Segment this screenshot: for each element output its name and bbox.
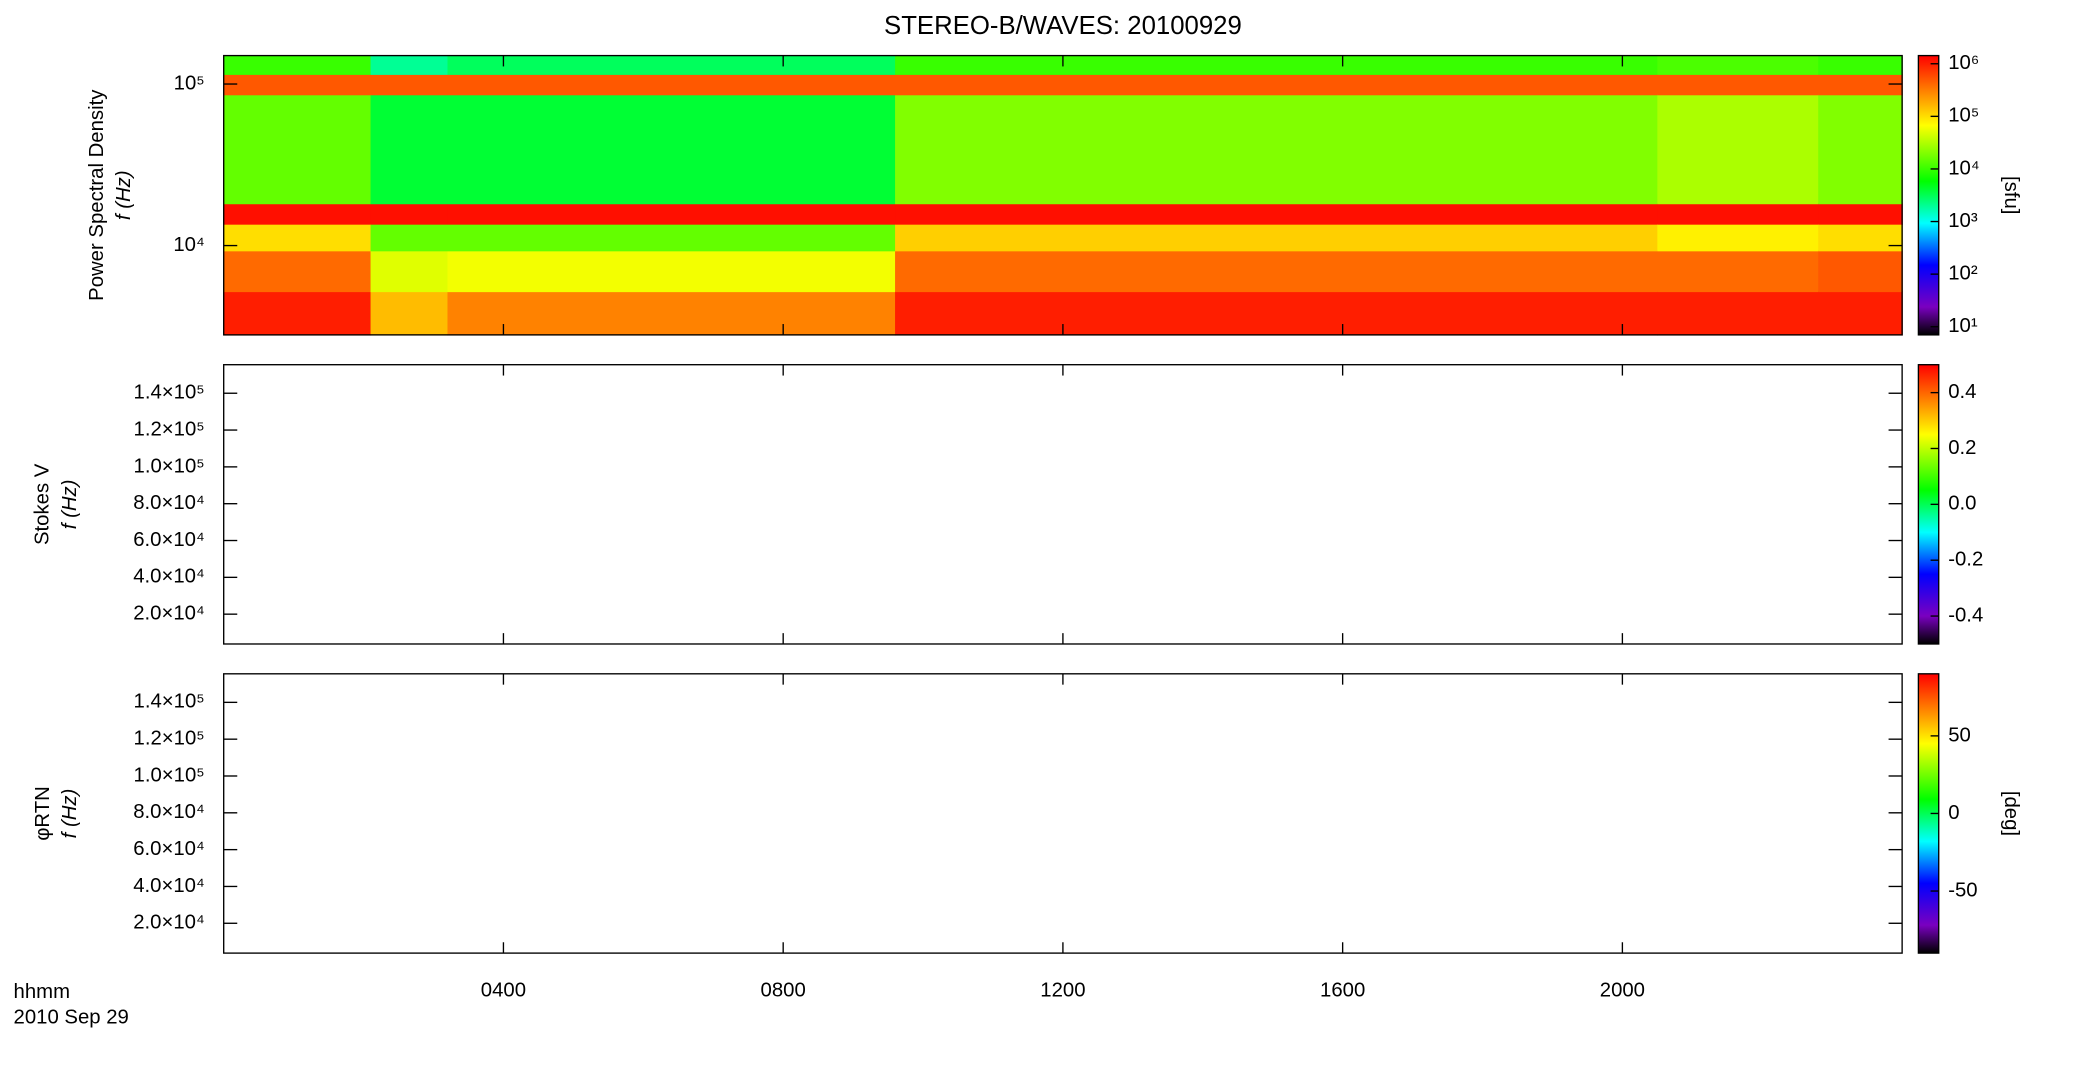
heatmap-cell [1657,74,1819,96]
colorbar-label: [sfu] [2000,176,2022,214]
heatmap-cell [447,74,896,96]
heatmap-cell [895,55,1659,75]
heatmap-cell [1657,250,1819,293]
y-tick-label: 4.0×10⁴ [133,566,204,588]
y-tick-label: 10⁴ [173,234,204,256]
heatmap-cell [223,94,372,205]
colorbar-tick-label: -50 [1948,879,1977,901]
heatmap-cell [895,74,1659,96]
heatmap-cell [370,223,449,252]
heatmap-cell [223,74,372,96]
heatmap-cell [447,291,896,336]
heatmap-cell [1657,291,1819,336]
x-tick-label: 2000 [1600,979,1645,1001]
colorbar-label: [deg] [2000,791,2022,836]
heatmap-cell [223,203,372,225]
colorbar-tick-label: -0.2 [1948,549,1983,571]
heatmap-cell [370,291,449,336]
heatmap-cell [895,94,1659,205]
y-tick-label: 4.0×10⁴ [133,875,204,897]
heatmap-cell [895,291,1659,336]
colorbar-tick-label: -0.4 [1948,604,1983,626]
heatmap-cell [1818,55,1903,75]
heatmap-cell [370,250,449,293]
x-tick-label: 1200 [1040,979,1085,1001]
y-axis-label: Power Spectral Density [86,89,108,301]
heatmap-cell [223,55,372,75]
colorbar-tick-label: 10⁶ [1948,52,1979,74]
heatmap-cell [223,250,372,293]
heatmap-cell [370,203,449,225]
heatmap-cell [447,250,896,293]
y-axis-label: φRTN [32,786,54,841]
heatmap-cell [370,74,449,96]
colorbar-tick-label: 10³ [1948,210,1978,232]
y-tick-label: 2.0×10⁴ [133,603,204,625]
y-tick-label: 1.2×10⁵ [134,418,205,440]
colorbar-tick-label: 0.0 [1948,493,1976,515]
heatmap-cell [895,250,1659,293]
heatmap-cell [895,203,1659,225]
y-tick-label: 1.4×10⁵ [134,691,205,713]
y-axis-label: f (Hz) [59,789,81,839]
y-tick-label: 8.0×10⁴ [133,492,204,514]
y-axis-label: f (Hz) [113,170,135,220]
date-label: 2010 Sep 29 [14,1007,129,1029]
colorbar-tick-label: 0.2 [1948,437,1976,459]
x-axis-label: hhmm [14,981,70,1003]
heatmap-cell [370,94,449,205]
heatmap-cell [1657,203,1819,225]
heatmap-cell [447,223,896,252]
y-tick-label: 1.4×10⁵ [134,382,205,404]
chart-title: STEREO-B/WAVES: 20100929 [884,12,1242,40]
heatmap-cell [223,291,372,336]
y-axis-label: Stokes V [32,463,54,545]
y-tick-label: 1.0×10⁵ [134,455,205,477]
heatmap-cell [1818,203,1903,225]
y-tick-label: 2.0×10⁴ [133,912,204,934]
colorbar-tick-label: 10⁵ [1948,105,1979,127]
colorbar-tick-label: 0.4 [1948,381,1976,403]
colorbar [1917,54,1940,336]
y-axis-label: f (Hz) [59,479,81,529]
heatmap-cell [1818,291,1903,336]
heatmap-cell [223,223,372,252]
heatmap-cell [1818,250,1903,293]
colorbar-tick-label: 50 [1948,724,1971,746]
heatmap-cell [447,203,896,225]
heatmap-cell [1818,74,1903,96]
heatmap-cell [1818,94,1903,205]
heatmap-cell [1818,223,1903,252]
colorbar-tick-label: 10¹ [1948,315,1978,337]
x-tick-label: 0800 [761,979,806,1001]
x-tick-label: 1600 [1320,979,1365,1001]
heatmap-cell [370,55,449,75]
colorbar-tick-label: 0 [1948,802,1959,824]
y-tick-label: 1.2×10⁵ [134,728,205,750]
heatmap-cell [1657,94,1819,205]
heatmap-cell [447,55,896,75]
heatmap-cell [1657,223,1819,252]
colorbar-tick-label: 10⁴ [1948,157,1979,179]
heatmap-cell [447,94,896,205]
y-tick-label: 6.0×10⁴ [133,838,204,860]
x-tick-label: 0400 [481,979,526,1001]
y-tick-label: 6.0×10⁴ [133,529,204,551]
heatmap-cell [1657,55,1819,75]
y-tick-label: 1.0×10⁵ [134,764,205,786]
colorbar-tick-label: 10² [1948,263,1978,285]
y-tick-label: 8.0×10⁴ [133,801,204,823]
y-tick-label: 10⁵ [174,72,205,94]
heatmap-cell [895,223,1659,252]
